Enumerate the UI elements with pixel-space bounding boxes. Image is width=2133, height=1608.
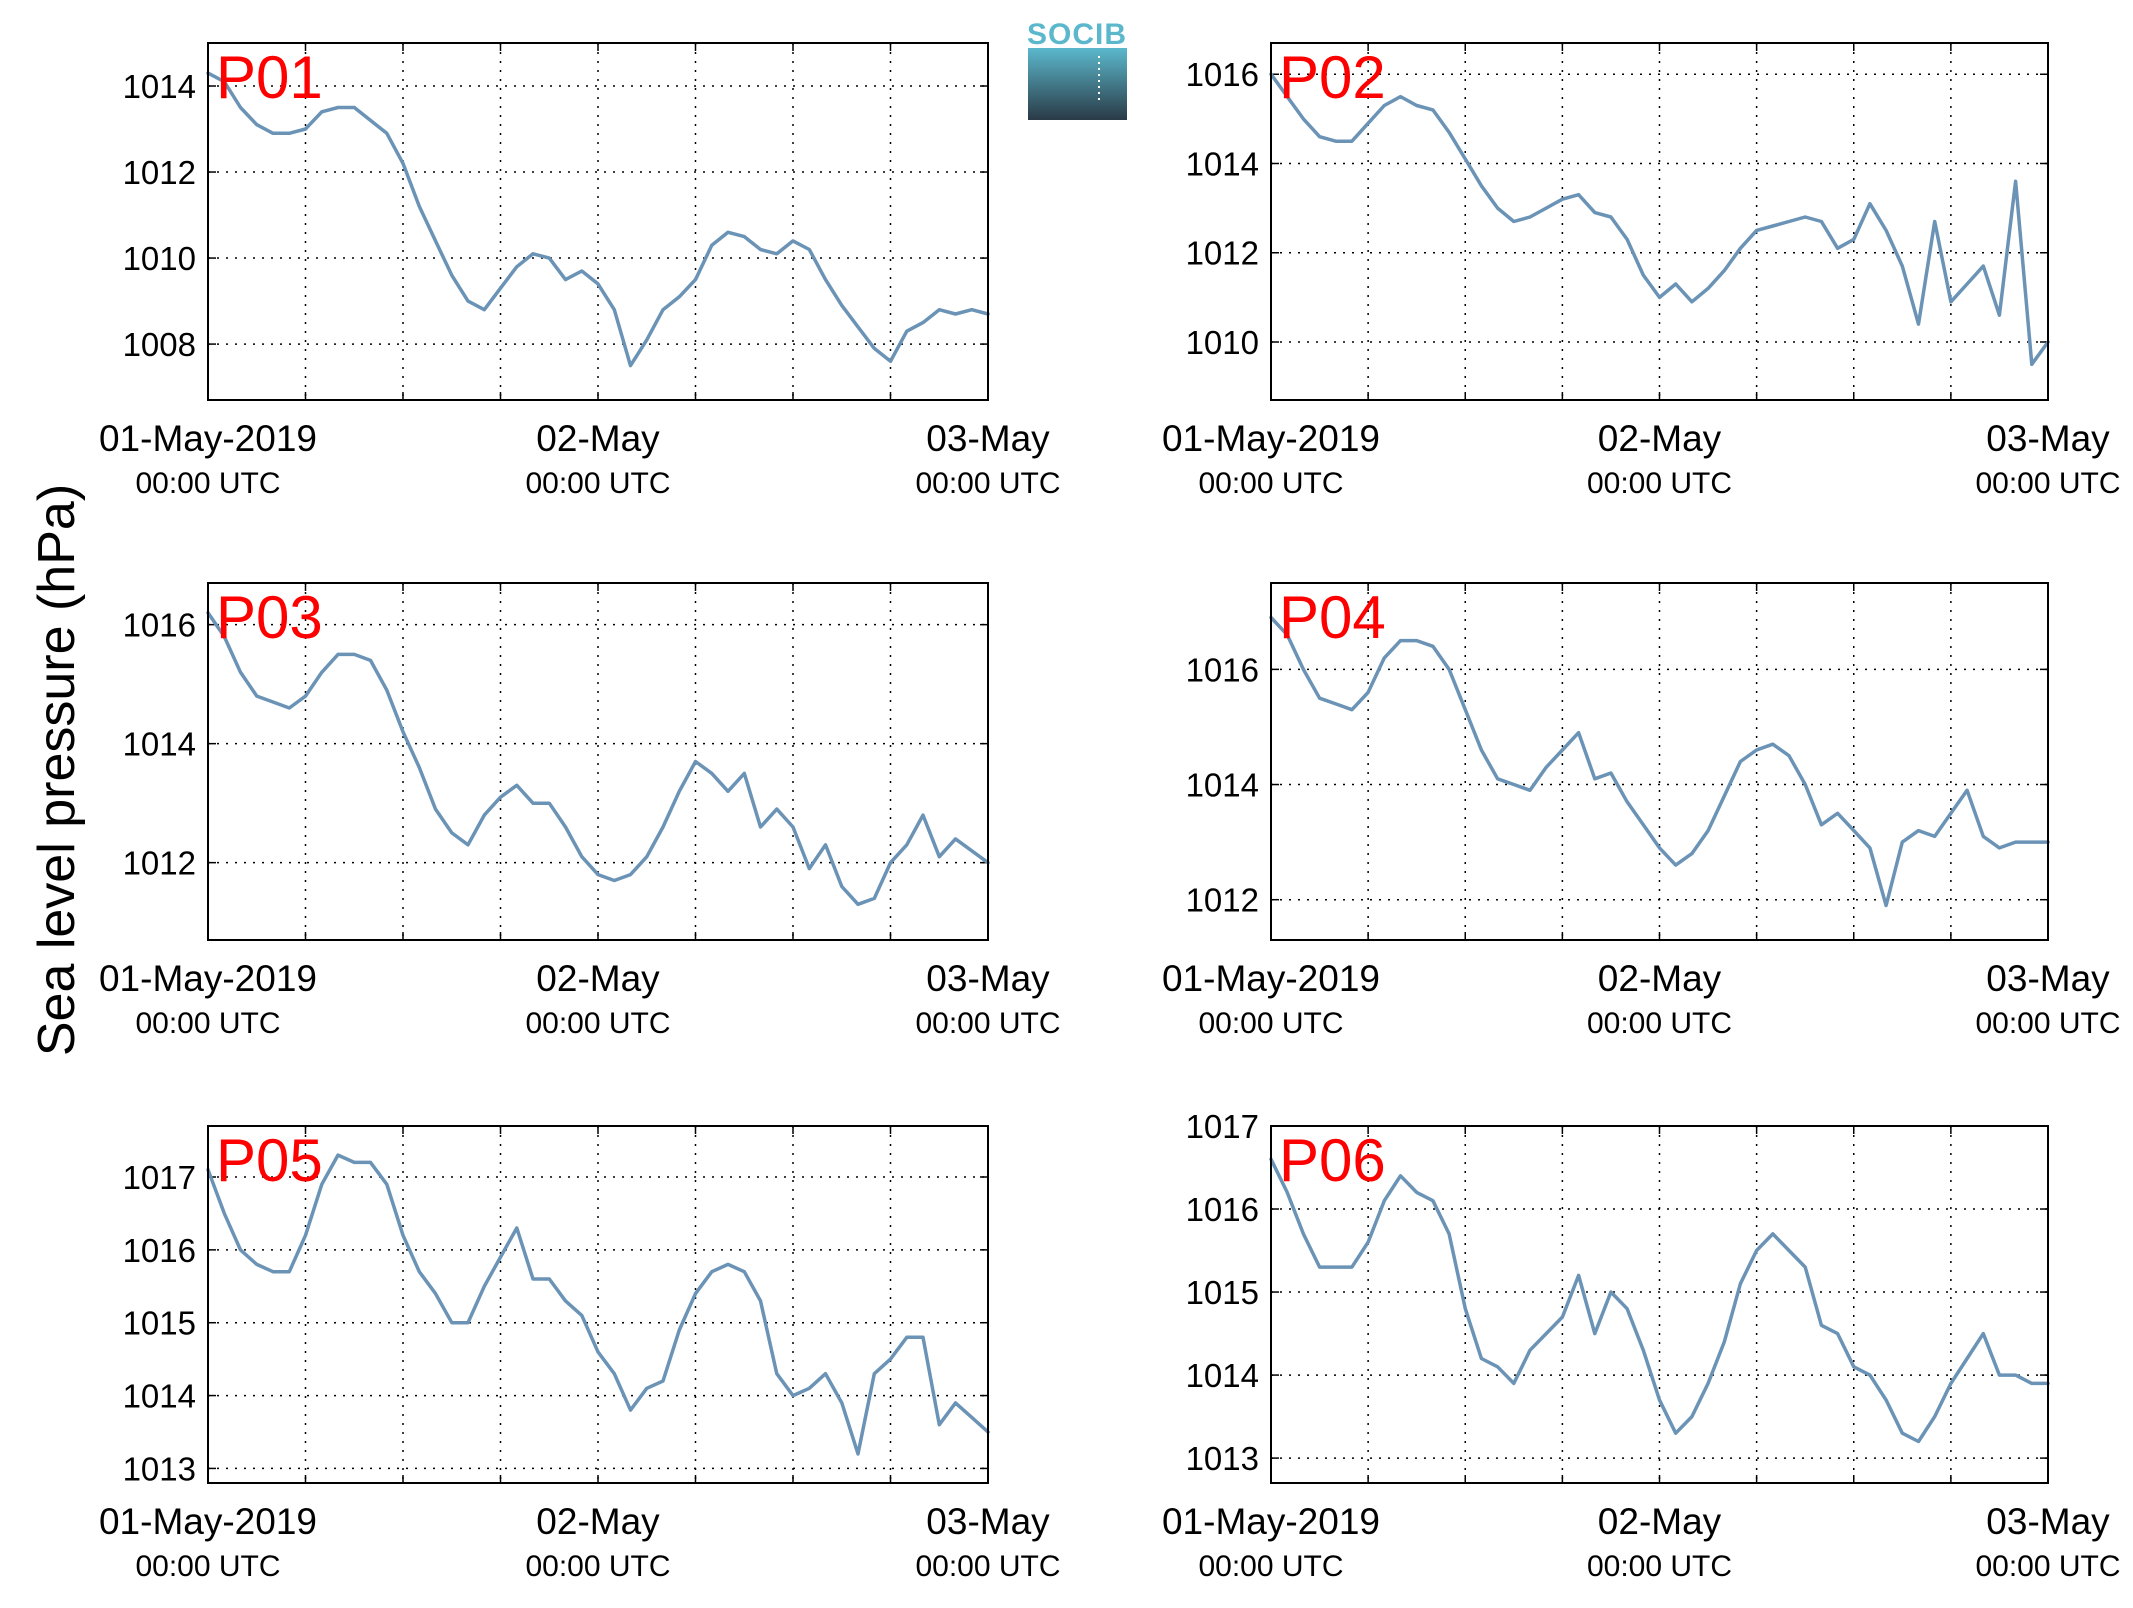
y-tick-label: 1016 — [1186, 56, 1259, 93]
y-tick-label: 1014 — [123, 726, 196, 763]
axes-frame — [207, 42, 989, 401]
panel-title: P04 — [1279, 584, 1386, 651]
socib-logo-text: SOCIB — [1027, 18, 1127, 51]
x-tick-sublabel: 00:00 UTC — [1198, 1550, 1343, 1583]
x-tick-sublabel: 00:00 UTC — [525, 1007, 670, 1040]
x-tick-sublabel: 00:00 UTC — [1587, 1007, 1732, 1040]
y-tick-label: 1015 — [123, 1305, 196, 1342]
y-tick-label: 1016 — [123, 1232, 196, 1269]
socib-logo: SOCIB — [1027, 18, 1127, 120]
x-tick-label: 02-May — [1598, 418, 1722, 459]
y-tick-label: 1014 — [1186, 1357, 1259, 1394]
chart-panel: 1008 1010 1012 1014 01-May-2019 00:00 UTC 02-M… — [99, 42, 1061, 500]
y-tick-label: 1016 — [1186, 651, 1259, 688]
y-tick-label: 1016 — [123, 607, 196, 644]
x-tick-sublabel: 00:00 UTC — [915, 1550, 1060, 1583]
axes-frame — [207, 582, 989, 941]
x-tick-sublabel: 00:00 UTC — [1975, 467, 2120, 500]
x-tick-sublabel: 00:00 UTC — [915, 467, 1060, 500]
x-tick-sublabel: 00:00 UTC — [135, 467, 280, 500]
y-tick-label: 1015 — [1186, 1274, 1259, 1311]
pressure-series-line — [206, 1153, 990, 1456]
y-tick-label: 1012 — [1186, 235, 1259, 272]
x-tick-label: 03-May — [926, 958, 1050, 999]
panel-title: P05 — [216, 1127, 323, 1194]
socib-logo-mark — [1028, 48, 1127, 120]
x-tick-label: 02-May — [536, 958, 660, 999]
y-tick-label: 1010 — [1186, 324, 1259, 361]
y-tick-label: 1013 — [1186, 1440, 1259, 1477]
x-tick-label: 01-May-2019 — [99, 958, 317, 999]
chart-panel: 1013 1014 1015 1016 1017 01-May-2019 00:00 UTC… — [99, 1125, 1061, 1583]
x-tick-label: 03-May — [1986, 958, 2110, 999]
y-tick-label: 1014 — [1186, 145, 1259, 182]
chart-panel: 1012 1014 1016 01-May-2019 00:00 UTC 02-May 00… — [99, 582, 1061, 1040]
x-tick-sublabel: 00:00 UTC — [915, 1007, 1060, 1040]
y-tick-label: 1014 — [123, 68, 196, 105]
x-tick-label: 03-May — [926, 1501, 1050, 1542]
y-tick-label: 1012 — [123, 154, 196, 191]
x-tick-label: 01-May-2019 — [99, 1501, 317, 1542]
pressure-series-line — [1269, 1157, 2050, 1444]
x-tick-label: 02-May — [536, 1501, 660, 1542]
y-tick-label: 1012 — [1186, 882, 1259, 919]
x-tick-label: 03-May — [1986, 418, 2110, 459]
y-tick-label: 1013 — [123, 1450, 196, 1487]
x-tick-sublabel: 00:00 UTC — [1198, 1007, 1343, 1040]
y-tick-label: 1017 — [123, 1159, 196, 1196]
y-tick-label: 1014 — [123, 1378, 196, 1415]
x-tick-label: 01-May-2019 — [1162, 1501, 1380, 1542]
x-tick-sublabel: 00:00 UTC — [1587, 467, 1732, 500]
x-tick-sublabel: 00:00 UTC — [525, 467, 670, 500]
panel-title: P03 — [216, 584, 323, 651]
y-axis-label: Sea level pressure (hPa) — [28, 484, 86, 1056]
x-tick-label: 01-May-2019 — [1162, 418, 1380, 459]
axes-frame — [1270, 1125, 2049, 1484]
pressure-series-line — [1269, 615, 2050, 908]
chart-panel: 1013 1014 1015 1016 1017 01-May-2019 00:00 UTC… — [1162, 1108, 2121, 1583]
y-tick-label: 1016 — [1186, 1191, 1259, 1228]
x-tick-label: 01-May-2019 — [99, 418, 317, 459]
x-tick-label: 02-May — [536, 418, 660, 459]
x-tick-label: 02-May — [1598, 1501, 1722, 1542]
y-tick-label: 1010 — [123, 240, 196, 277]
chart-panel: 1012 1014 1016 01-May-2019 00:00 UTC 02-May 00… — [1162, 582, 2121, 1040]
chart-panels: 1008 1010 1012 1014 01-May-2019 00:00 UTC 02-M… — [99, 42, 2121, 1583]
axes-frame — [207, 1125, 989, 1484]
x-tick-sublabel: 00:00 UTC — [135, 1550, 280, 1583]
y-tick-label: 1017 — [1186, 1108, 1259, 1145]
panel-title: P02 — [1279, 44, 1386, 111]
x-tick-sublabel: 00:00 UTC — [1975, 1550, 2120, 1583]
x-tick-sublabel: 00:00 UTC — [135, 1007, 280, 1040]
y-tick-label: 1008 — [123, 326, 196, 363]
panel-title: P06 — [1279, 1127, 1386, 1194]
pressure-series-line — [206, 611, 990, 907]
x-tick-label: 03-May — [1986, 1501, 2110, 1542]
pressure-series-line — [1269, 72, 2050, 367]
chart-panel: 1010 1012 1014 1016 01-May-2019 00:00 UTC 02-M… — [1162, 42, 2121, 500]
x-tick-label: 02-May — [1598, 958, 1722, 999]
panel-title: P01 — [216, 44, 323, 111]
x-tick-sublabel: 00:00 UTC — [525, 1550, 670, 1583]
y-tick-label: 1014 — [1186, 767, 1259, 804]
x-tick-sublabel: 00:00 UTC — [1975, 1007, 2120, 1040]
x-tick-label: 01-May-2019 — [1162, 958, 1380, 999]
x-tick-label: 03-May — [926, 418, 1050, 459]
pressure-series-line — [206, 71, 990, 368]
axes-frame — [1270, 42, 2049, 401]
y-tick-label: 1012 — [123, 845, 196, 882]
x-tick-sublabel: 00:00 UTC — [1198, 467, 1343, 500]
axes-frame — [1270, 582, 2049, 941]
x-tick-sublabel: 00:00 UTC — [1587, 1550, 1732, 1583]
